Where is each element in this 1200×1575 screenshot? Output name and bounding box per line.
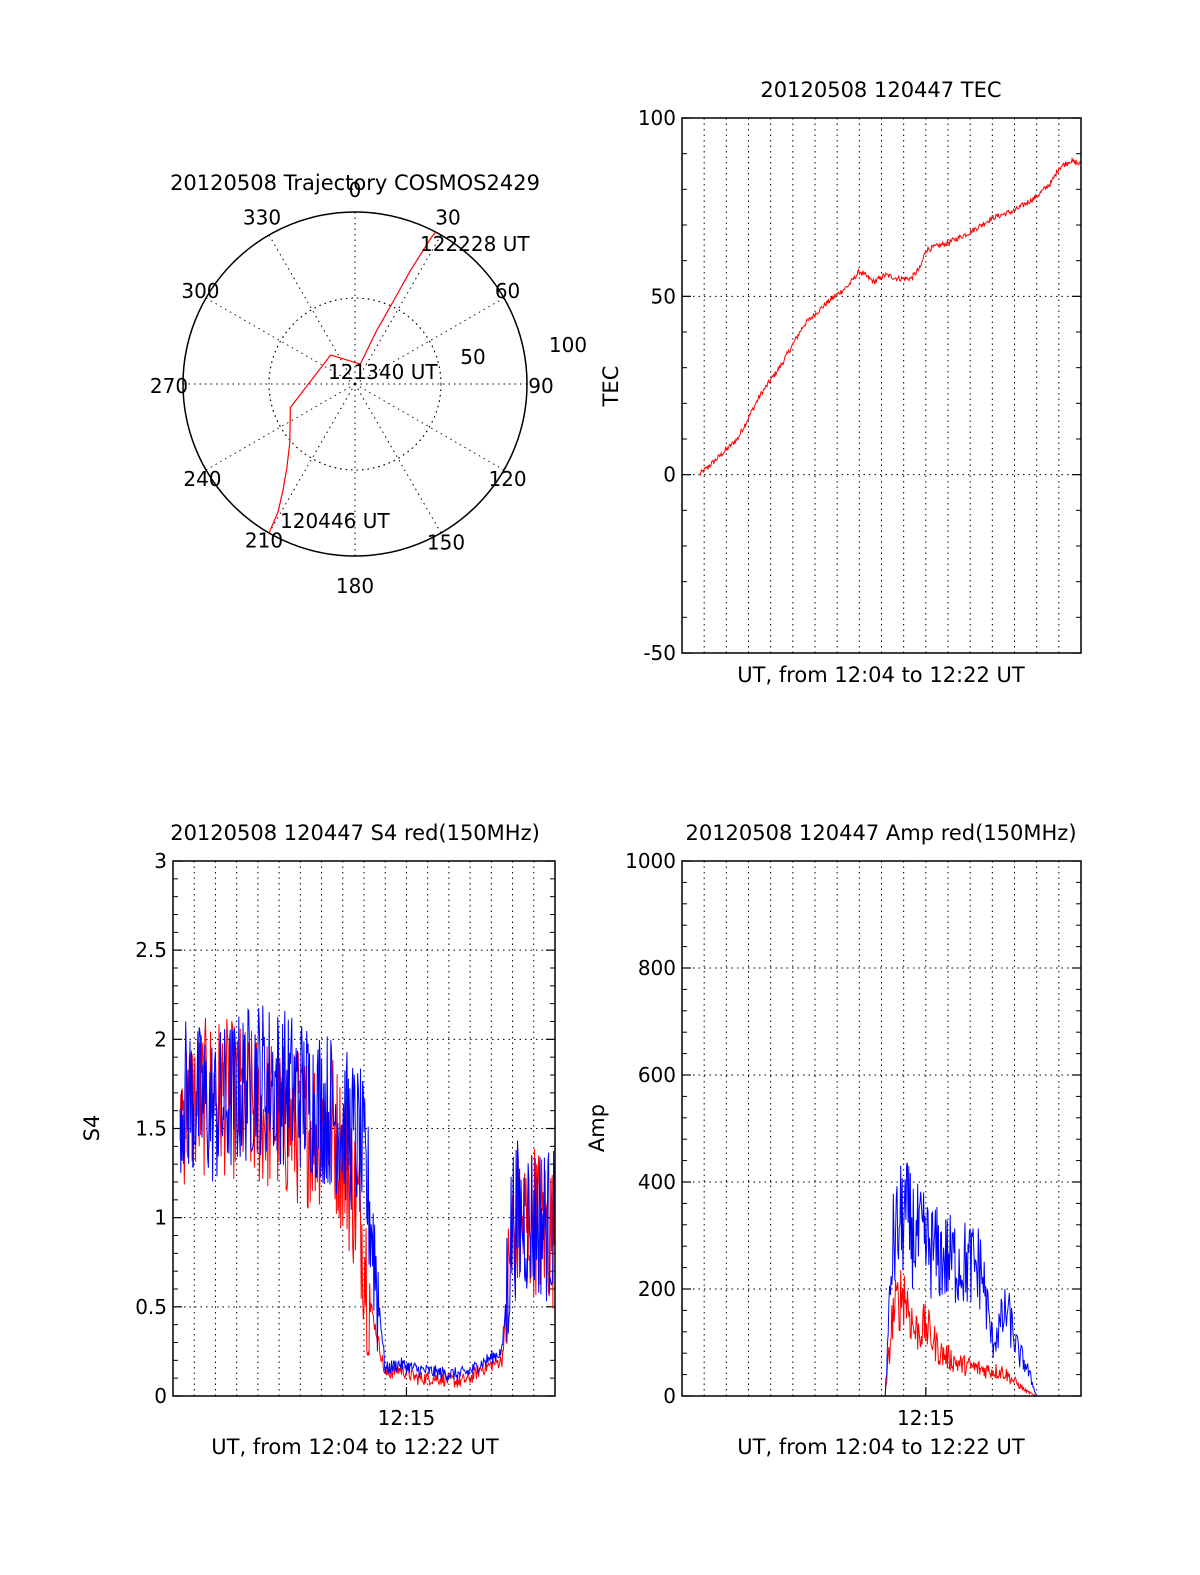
y-tick-label: -50 xyxy=(643,641,676,665)
polar-radius-label: 50 xyxy=(460,345,485,369)
y-tick-label: 200 xyxy=(638,1277,676,1301)
s4-xlabel: UT, from 12:04 to 12:22 UT xyxy=(211,1435,499,1459)
annotation-end-time: 122228 UT xyxy=(420,232,530,256)
amp-ylabel: Amp xyxy=(585,1104,609,1152)
polar-angle-label: 0 xyxy=(349,178,362,202)
polar-grid xyxy=(182,211,528,557)
annotation-start-time: 120446 UT xyxy=(280,509,390,533)
polar-angle-label: 210 xyxy=(245,529,283,553)
polar-angle-label: 60 xyxy=(495,279,520,303)
axes-frame xyxy=(681,860,1082,1397)
polar-angle-label: 180 xyxy=(336,574,374,598)
tec-ylabel: TEC xyxy=(599,366,623,408)
y-tick-label: 1.5 xyxy=(135,1117,167,1141)
amp-panel: 20120508 120447 Amp red(150MHz) UT, from… xyxy=(585,821,1082,1459)
x-tick-label: 12:15 xyxy=(897,1406,955,1430)
y-tick-label: 1 xyxy=(154,1206,167,1230)
s4-ylabel: S4 xyxy=(80,1115,104,1142)
plot-area xyxy=(698,156,1081,477)
polar-spoke xyxy=(268,234,356,385)
polar-angle-label: 330 xyxy=(243,205,281,229)
trajectory-line xyxy=(268,231,437,534)
series-line-1 xyxy=(179,1005,555,1381)
polar-radius-label: 100 xyxy=(549,333,587,357)
polar-spoke xyxy=(205,383,356,471)
amp-title: 20120508 120447 Amp red(150MHz) xyxy=(685,821,1076,845)
s4-title: 20120508 120447 S4 red(150MHz) xyxy=(170,821,540,845)
polar-angle-label: 240 xyxy=(183,467,221,491)
annotation-mid-time: 121340 UT xyxy=(328,360,438,384)
y-tick-label: 2.5 xyxy=(135,938,167,962)
polar-spoke xyxy=(354,383,505,471)
series-line-0 xyxy=(698,156,1081,477)
y-tick-label: 800 xyxy=(638,956,676,980)
axes-frame xyxy=(172,860,556,1397)
y-tick-label: 50 xyxy=(651,284,676,308)
polar-spoke xyxy=(354,297,505,385)
polar-panel: 20120508 Trajectory COSMOS2429 0 30 60 90 12… xyxy=(150,171,587,598)
polar-spoke xyxy=(354,234,442,385)
y-tick-label: 2 xyxy=(154,1027,167,1051)
y-tick-label: 0 xyxy=(154,1384,167,1408)
tec-title: 20120508 120447 TEC xyxy=(760,78,1001,102)
polar-radius-labels: 50 100 xyxy=(460,333,587,369)
polar-spoke xyxy=(268,383,356,534)
plot-area xyxy=(179,1005,555,1388)
tec-panel: 20120508 120447 TEC UT, from 12:04 to 12… xyxy=(599,78,1082,687)
polar-trajectory xyxy=(268,231,437,534)
plot-area xyxy=(682,1162,1081,1396)
series-line-0 xyxy=(682,1270,1081,1396)
polar-angle-label: 270 xyxy=(150,374,188,398)
y-tick-label: 1000 xyxy=(625,849,676,873)
polar-angle-label: 120 xyxy=(488,467,526,491)
y-tick-label: 0 xyxy=(663,463,676,487)
amp-xlabel: UT, from 12:04 to 12:22 UT xyxy=(737,1435,1025,1459)
tec-xlabel: UT, from 12:04 to 12:22 UT xyxy=(737,663,1025,687)
polar-title: 20120508 Trajectory COSMOS2429 xyxy=(170,171,540,195)
y-tick-label: 400 xyxy=(638,1170,676,1194)
polar-angle-label: 30 xyxy=(435,205,460,229)
y-tick-label: 600 xyxy=(638,1063,676,1087)
y-tick-label: 0 xyxy=(663,1384,676,1408)
polar-spoke xyxy=(354,383,442,534)
s4-panel: 20120508 120447 S4 red(150MHz) UT, from … xyxy=(80,821,556,1459)
y-tick-label: 100 xyxy=(638,106,676,130)
polar-spoke xyxy=(205,297,356,385)
polar-angle-labels: 0 30 60 90 120 150 180 210 240 270 300 330 xyxy=(150,178,554,598)
y-tick-label: 3 xyxy=(154,849,167,873)
x-tick-label: 12:15 xyxy=(378,1406,436,1430)
series-line-1 xyxy=(682,1162,1081,1396)
polar-angle-label: 300 xyxy=(181,279,219,303)
axes-frame xyxy=(681,117,1082,654)
polar-angle-label: 90 xyxy=(528,374,553,398)
polar-angle-label: 150 xyxy=(427,531,465,555)
y-tick-label: 0.5 xyxy=(135,1295,167,1319)
